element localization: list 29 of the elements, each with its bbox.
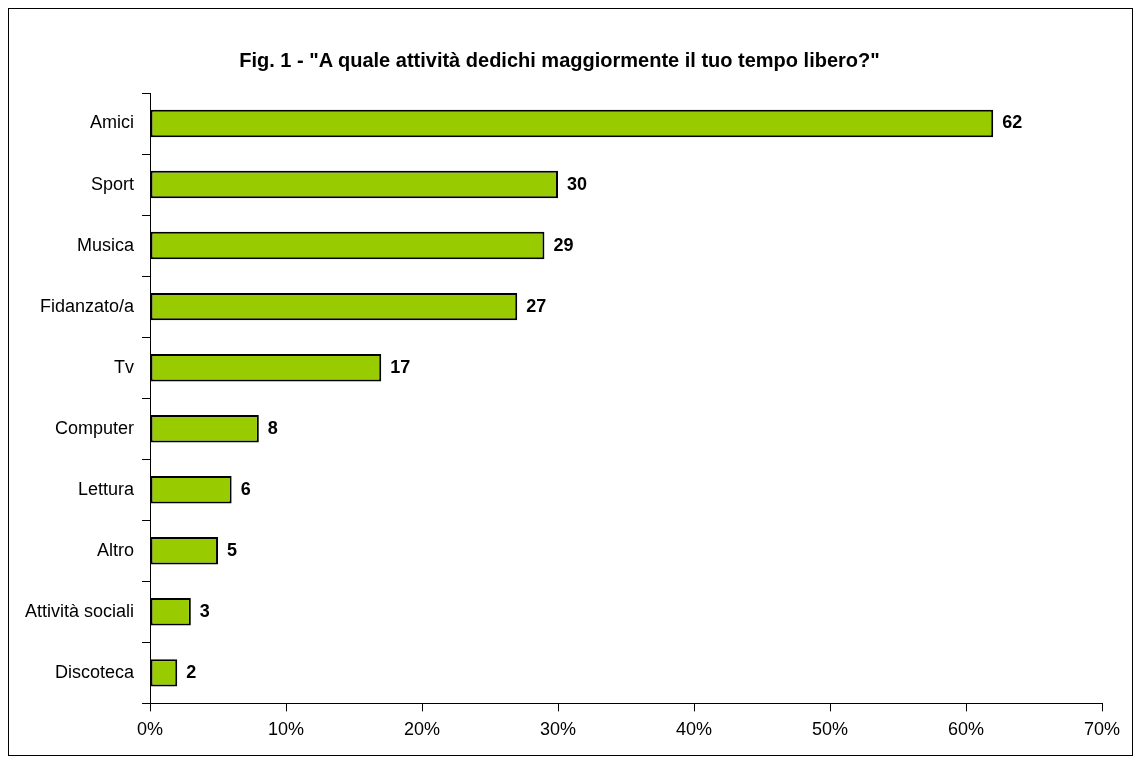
- x-tick-label: 60%: [947, 719, 985, 740]
- data-label: 17: [390, 356, 411, 377]
- y-tick-label: Altro: [97, 539, 135, 560]
- x-tick-label: 20%: [404, 719, 441, 740]
- x-tick-label: 70%: [1083, 719, 1121, 740]
- data-label: 62: [1002, 112, 1023, 133]
- data-label: 6: [240, 478, 251, 499]
- y-tick-label: Fidanzato/a: [39, 295, 136, 316]
- x-tick-label: 10%: [268, 719, 305, 740]
- y-tick-label: Sport: [91, 173, 135, 194]
- data-label: 27: [526, 295, 547, 316]
- data-label: 30: [567, 173, 588, 194]
- x-tick-label: 50%: [811, 719, 849, 740]
- data-label: 2: [186, 661, 197, 682]
- data-label: 29: [553, 234, 574, 255]
- data-label: 5: [227, 539, 238, 560]
- y-tick-label: Amici: [90, 112, 135, 133]
- y-tick-label: Attività sociali: [24, 600, 135, 621]
- y-tick-label: Lettura: [77, 478, 136, 499]
- y-tick-label: Tv: [114, 356, 135, 377]
- data-label: 8: [267, 417, 278, 438]
- chart-title: Fig. 1 - "A quale attività dedichi maggiormente il tuo tempo libero?": [239, 48, 880, 71]
- data-label: 3: [199, 600, 210, 621]
- x-tick-label: 40%: [676, 719, 713, 740]
- x-tick-label: 30%: [540, 719, 577, 740]
- y-tick-label: Computer: [55, 417, 135, 438]
- x-tick-label: 0%: [137, 719, 164, 740]
- y-tick-label: Musica: [77, 234, 136, 255]
- y-tick-label: Discoteca: [55, 661, 136, 682]
